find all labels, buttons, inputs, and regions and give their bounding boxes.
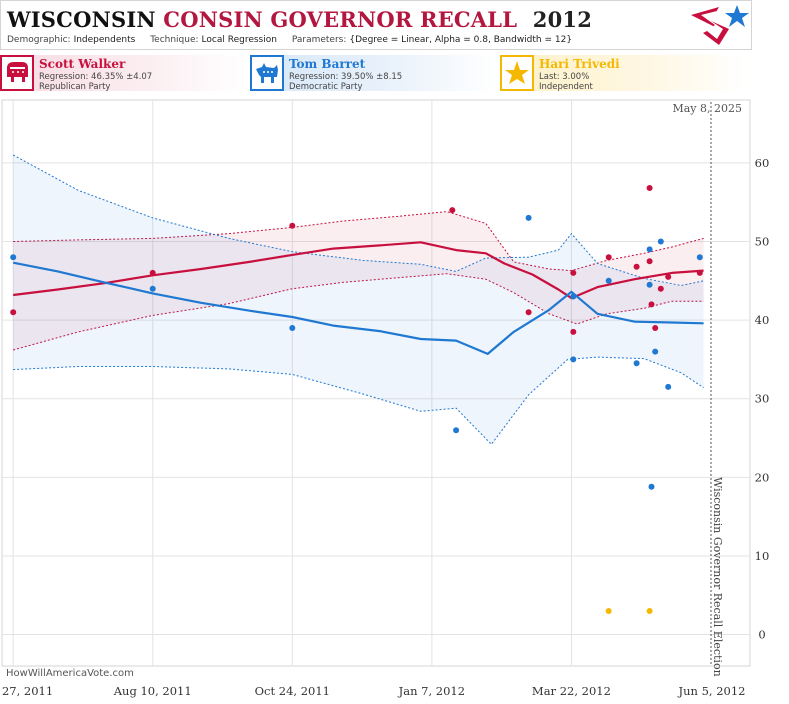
y-tick-label: 50 (755, 235, 770, 249)
y-tick-label: 40 (755, 313, 770, 327)
x-tick-label: May 27, 2011 (0, 684, 53, 698)
poll-point (633, 263, 640, 270)
trend-line (13, 241, 704, 300)
demographic-label: Demographic: (7, 35, 71, 45)
title-state: WISCONSIN (7, 7, 156, 32)
poll-point (453, 427, 460, 434)
parameters-value: {Degree = Linear, Alpha = 0.8, Bandwidth… (349, 35, 573, 45)
x-tick-label: Jun 5, 2012 (678, 684, 746, 698)
title-rest: CONSIN GOVERNOR RECALL (163, 7, 518, 32)
title-year: 2012 (532, 7, 593, 32)
poll-point (525, 214, 532, 221)
candidate-trivedi[interactable]: Hari Trivedi Last: 3.00% Independent (500, 55, 746, 92)
candidate-regression: Regression: 46.35% ±4.07 (39, 72, 153, 82)
lower-bound-line (13, 273, 704, 351)
poll-point (657, 285, 664, 292)
poll-point (696, 254, 703, 261)
poll-point (605, 277, 612, 284)
trend-line (12, 261, 704, 355)
candidate-walker[interactable]: Scott Walker Regression: 46.35% ±4.07 Re… (0, 55, 246, 92)
poll-point (646, 608, 653, 614)
poll-point (665, 383, 672, 390)
elephant-icon (0, 55, 34, 91)
election-line-label: Wisconsin Governor Recall Election (711, 477, 724, 677)
candidate-party: Independent (539, 82, 593, 92)
candidate-name: Hari Trivedi (539, 57, 620, 71)
parameters-line: Demographic: Independents Technique: Local… (7, 35, 584, 45)
poll-point (570, 269, 577, 276)
poll-point (646, 246, 653, 253)
poll-point (570, 293, 577, 300)
poll-point (289, 222, 296, 229)
lower-bound-line (13, 356, 704, 446)
poll-point (605, 254, 612, 261)
x-tick-label: Mar 22, 2012 (532, 684, 611, 698)
poll-point (696, 269, 703, 276)
upper-bound-line (13, 211, 704, 272)
plot-frame (1, 99, 751, 667)
confidence-bands (12, 154, 704, 446)
poll-point (657, 238, 664, 245)
current-date-label: May 8, 2025 (672, 102, 742, 115)
candidate-barret[interactable]: Tom Barret Regression: 39.50% ±8.15 Demo… (250, 55, 496, 92)
candidate-name: Scott Walker (39, 57, 126, 71)
candidate-party: Republican Party (39, 82, 111, 92)
poll-point (633, 360, 640, 367)
poll-point (570, 328, 577, 335)
page-title: WISCONSIN CONSIN GOVERNOR RECALL 2012 (7, 7, 592, 32)
y-tick-label: 10 (755, 549, 770, 563)
footer-credit[interactable]: HowWillAmericaVote.com (6, 668, 134, 679)
poll-point (646, 281, 653, 288)
star-icon (500, 55, 534, 91)
poll-point (449, 207, 456, 214)
technique-value: Local Regression (201, 35, 277, 45)
candidate-name: Tom Barret (289, 57, 366, 71)
poll-point (648, 483, 655, 490)
upper-bound-line (12, 154, 704, 287)
poll-point (149, 285, 156, 292)
poll-point (570, 356, 577, 363)
poll-point (605, 608, 612, 614)
poll-point (646, 258, 653, 265)
candidate-party: Democratic Party (289, 82, 363, 92)
site-logo-icon[interactable] (689, 3, 751, 49)
header-panel: WISCONSIN CONSIN GOVERNOR RECALL 2012 De… (0, 0, 752, 50)
candidate-regression: Regression: 39.50% ±8.15 (289, 72, 403, 82)
technique-label: Technique: (150, 35, 199, 45)
demographic-value: Independents (73, 35, 136, 45)
poll-point (149, 269, 156, 276)
confidence-band (13, 155, 704, 445)
axis-labels: May 27, 2011 Aug 10, 2011 Oct 24, 2011 Jan … (0, 156, 769, 698)
x-tick-label: Oct 24, 2011 (255, 684, 330, 698)
poll-point (648, 301, 655, 308)
poll-point (652, 348, 659, 355)
poll-point (652, 325, 659, 331)
regression-chart: May 27, 2011 Aug 10, 2011 Oct 24, 2011 Jan … (0, 99, 769, 698)
poll-points (10, 185, 703, 614)
poll-point (646, 185, 653, 191)
y-tick-label: 30 (755, 392, 770, 406)
x-tick-label: Aug 10, 2011 (113, 684, 192, 698)
donkey-icon (250, 55, 284, 91)
poll-point (289, 325, 296, 331)
poll-point (525, 309, 532, 316)
poll-point (10, 309, 17, 316)
parameters-label: Parameters: (291, 35, 347, 45)
poll-point (10, 254, 17, 261)
x-tick-label: Jan 7, 2012 (398, 684, 465, 698)
trend-lines (12, 241, 704, 355)
candidate-last: Last: 3.00% (539, 72, 590, 82)
y-tick-label: 0 (758, 628, 765, 642)
poll-point (665, 273, 672, 280)
y-tick-label: 20 (755, 470, 770, 484)
y-tick-label: 60 (755, 156, 770, 170)
